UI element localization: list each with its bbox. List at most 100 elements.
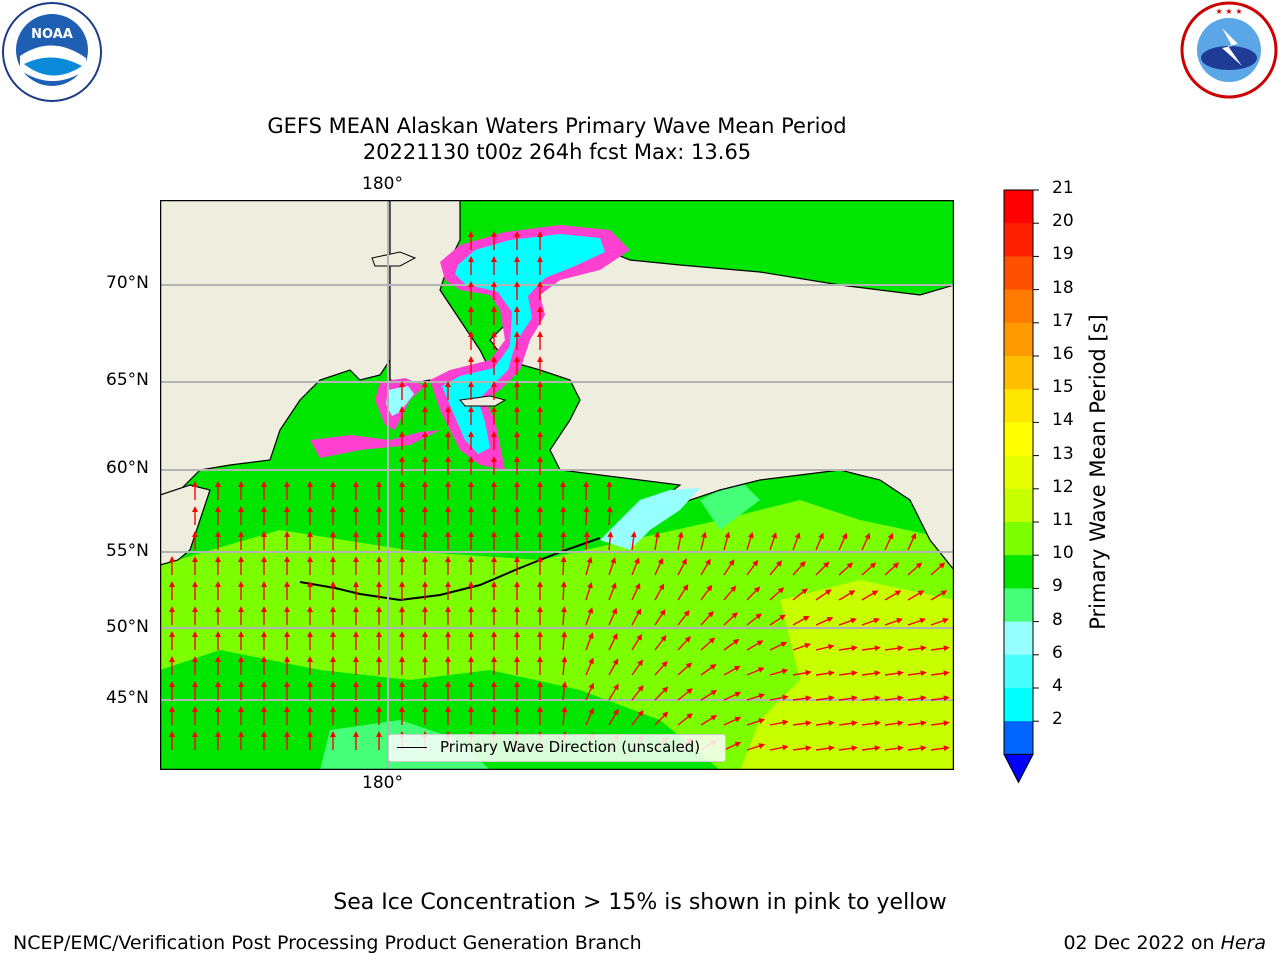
colorbar-tick-label: 16	[1052, 344, 1074, 364]
colorbar-tick-label: 12	[1052, 476, 1074, 497]
colorbar-tick-label: 4	[1052, 676, 1063, 696]
wave-arrow-head	[514, 431, 520, 437]
wave-arrow-head	[850, 617, 857, 624]
colorbar	[1002, 188, 1082, 788]
wave-arrow-head	[399, 381, 405, 387]
wave-arrow-head	[637, 709, 644, 717]
wave-arrow-head	[468, 681, 474, 687]
wave-arrow-head	[610, 557, 617, 564]
wave-arrow-head	[606, 481, 613, 488]
wave-arrow-head	[658, 583, 665, 591]
wave-arrow-head	[514, 231, 520, 237]
wave-arrow-head	[874, 720, 881, 727]
wave-arrow-head	[353, 606, 359, 612]
wave-arrow-head	[353, 681, 359, 687]
wave-arrow-head	[874, 695, 881, 702]
wave-arrow-head	[491, 481, 497, 487]
wave-arrow-head	[491, 631, 497, 637]
wave-arrow-head	[841, 532, 848, 540]
wave-arrow-head	[635, 608, 642, 616]
wave-arrow-head	[873, 617, 880, 624]
wave-arrow-head	[468, 231, 474, 237]
wave-arrow-head	[307, 656, 313, 662]
wave-arrow-head	[399, 581, 405, 587]
colorbar-segment	[1004, 688, 1033, 722]
lon-label-top: 180°	[362, 174, 403, 194]
wave-arrow-head	[238, 481, 244, 487]
wave-arrow-head	[940, 590, 948, 596]
wave-arrow-head	[192, 681, 198, 687]
sea-ice-chukchi-core	[442, 234, 605, 454]
wave-arrow-head	[215, 531, 221, 537]
wave-arrow-head	[943, 720, 950, 727]
colorbar-segment	[1004, 422, 1033, 457]
wave-arrow-head	[757, 667, 765, 673]
wave-arrow-head	[491, 506, 497, 512]
wave-arrow-head	[660, 634, 667, 642]
wave-arrow-head	[561, 631, 568, 638]
wave-arrow-head	[169, 581, 175, 587]
wave-arrow-head	[284, 606, 290, 612]
wave-arrow-head	[514, 481, 520, 487]
map-panel	[159, 199, 955, 771]
wave-arrow-head	[758, 718, 766, 724]
wave-arrow-head	[805, 695, 812, 702]
wave-arrow-head	[851, 720, 858, 727]
wave-arrow-head	[724, 531, 731, 539]
wave-arrow-head	[399, 656, 405, 662]
colorbar-tick-label: 18	[1052, 277, 1074, 298]
wave-arrow-head	[611, 607, 618, 615]
wave-arrow-head	[330, 731, 336, 737]
sea-ice-caption: Sea Ice Concentration > 15% is shown in …	[333, 890, 947, 915]
wave-arrow-head	[588, 682, 594, 690]
wave-arrow-head	[514, 581, 520, 587]
wave-arrow-head	[215, 656, 221, 662]
colorbar-segment	[1004, 223, 1033, 257]
colorbar-tick-label: 6	[1052, 642, 1063, 663]
wave-arrow-head	[284, 581, 290, 587]
wave-arrow-head	[491, 681, 497, 687]
wave-arrow-head	[943, 645, 950, 652]
wave-arrow-head	[896, 617, 903, 624]
wave-arrow-head	[261, 531, 267, 537]
noaa-logo: NOAA	[0, 0, 104, 104]
wave-arrow-head	[610, 582, 617, 589]
wave-arrow-head	[330, 656, 336, 662]
wave-arrow-head	[851, 695, 858, 702]
wave-arrow-head	[284, 656, 290, 662]
wave-arrow-head	[897, 720, 904, 727]
wave-arrow-head	[353, 581, 359, 587]
wave-arrow-head	[920, 695, 927, 702]
wave-arrow-head	[753, 586, 761, 593]
wave-arrow-head	[733, 665, 741, 672]
wave-arrow-head	[307, 681, 313, 687]
wave-arrow-head	[238, 556, 244, 562]
wave-arrow-head	[514, 331, 520, 337]
wave-arrow-head	[537, 356, 543, 362]
wave-arrow-head	[307, 706, 313, 712]
wave-arrow-head	[537, 606, 543, 612]
wave-arrow-head	[684, 636, 691, 643]
map-subtitle: 20221130 t00z 264h fcst Max: 13.65	[362, 140, 752, 164]
wave-arrow-head	[537, 506, 543, 512]
wave-arrow-head	[560, 481, 567, 488]
wave-arrow-head	[755, 613, 762, 620]
wave-arrow-head	[422, 456, 428, 462]
wave-arrow-head	[445, 681, 451, 687]
wave-arrow-head	[514, 381, 520, 387]
colorbar-frame	[1003, 189, 1034, 755]
wave-arrow-head	[491, 406, 497, 412]
wave-arrow-head	[468, 606, 474, 612]
wave-arrow-head	[606, 506, 613, 513]
wave-arrow-head	[261, 731, 267, 737]
wave-arrow-head	[261, 681, 267, 687]
wave-arrow-head	[874, 670, 881, 677]
footer-date: 02 Dec 2022 on	[1063, 932, 1221, 954]
wave-arrow-head	[353, 731, 359, 737]
wave-arrow-head	[637, 659, 644, 667]
colorbar-segment	[1004, 621, 1033, 656]
wave-arrow-head	[261, 631, 267, 637]
wave-arrow-head	[399, 506, 405, 512]
wave-arrow-head	[805, 745, 812, 752]
wave-arrow-head	[587, 581, 593, 589]
